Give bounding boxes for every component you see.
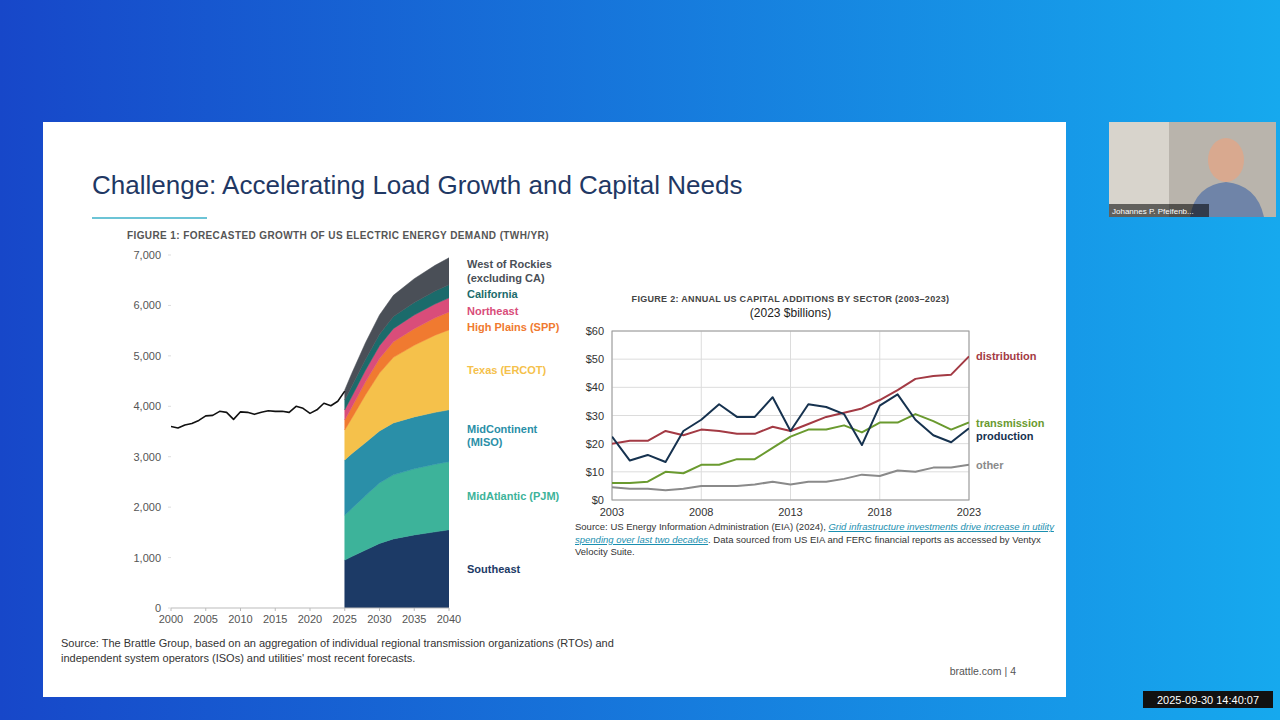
series-label: distribution — [976, 350, 1037, 362]
area-label: California — [467, 288, 519, 300]
x-tick — [344, 608, 345, 611]
title-rule — [92, 217, 207, 219]
y-tick-label: $60 — [586, 325, 604, 337]
series-label: transmission — [976, 417, 1045, 429]
presenter-name: Johannes P. Pfeifenb... — [1112, 207, 1194, 216]
x-tick-label: 2025 — [333, 613, 357, 625]
y-tick-label: 1,000 — [133, 552, 161, 564]
series-label: production — [976, 430, 1034, 442]
x-tick-label: 2023 — [957, 506, 981, 518]
video-wall — [1109, 122, 1169, 217]
x-tick — [275, 608, 276, 611]
y-tick-label: $10 — [586, 466, 604, 478]
x-tick — [205, 608, 206, 611]
grid-line — [790, 331, 791, 500]
chart-subtitle: (2023 $billions) — [750, 306, 831, 320]
y-tick-label: $0 — [592, 494, 604, 506]
y-tick-label: 4,000 — [133, 400, 161, 412]
y-tick-label: 2,000 — [133, 501, 161, 513]
series-line — [612, 465, 969, 490]
area-label: Northeast — [467, 305, 519, 317]
x-tick-label: 2035 — [402, 613, 426, 625]
x-tick-label: 2018 — [868, 506, 892, 518]
chart-title: FIGURE 1: FORECASTED GROWTH OF US ELECTR… — [127, 230, 549, 241]
chart-title: FIGURE 2: ANNUAL US CAPITAL ADDITIONS BY… — [632, 294, 950, 304]
x-tick — [379, 608, 380, 611]
background — [0, 0, 1280, 720]
x-tick — [449, 608, 450, 611]
video-head — [1208, 138, 1244, 182]
plot-2 — [612, 356, 969, 490]
label-line: MidContinent — [467, 423, 538, 435]
y-tick-label: $40 — [586, 381, 604, 393]
source-note: Source: US Energy Information Administra… — [575, 521, 1055, 559]
x-tick-label: 2008 — [689, 506, 713, 518]
y-tick — [168, 305, 171, 306]
y-tick — [168, 557, 171, 558]
y-tick — [168, 507, 171, 508]
x-tick-label: 2003 — [600, 506, 624, 518]
slide-title: Challenge: Accelerating Load Growth and … — [92, 170, 742, 200]
y-tick — [168, 456, 171, 457]
label-line: Northeast — [467, 305, 519, 317]
y-tick-label: $50 — [586, 353, 604, 365]
y-tick-label: 0 — [155, 602, 161, 614]
y-tick-label: 6,000 — [133, 299, 161, 311]
label-line: (excluding CA) — [467, 272, 545, 284]
y-tick-label: $20 — [586, 438, 604, 450]
x-tick-label: 2000 — [159, 613, 183, 625]
x-tick-label: 2005 — [194, 613, 218, 625]
label-line: Texas (ERCOT) — [467, 364, 547, 376]
label-line: West of Rockies — [467, 258, 552, 270]
grid-line — [879, 331, 880, 500]
footer: brattle.com | 4 — [950, 665, 1016, 677]
area-label: Southeast — [467, 563, 521, 575]
y-tick — [168, 255, 171, 256]
area-label: MidAtlantic (PJM) — [467, 490, 560, 502]
y-tick-label: $30 — [586, 410, 604, 422]
source-note: Source: The Brattle Group, based on an a… — [61, 636, 641, 666]
y-tick-label: 3,000 — [133, 451, 161, 463]
grid-line — [701, 331, 702, 500]
x-tick — [240, 608, 241, 611]
x-tick-label: 2015 — [263, 613, 287, 625]
video-tile — [1109, 122, 1276, 217]
series-line — [612, 394, 969, 462]
label-line: (MISO) — [467, 436, 503, 448]
history-line — [171, 391, 345, 428]
timestamp: 2025-09-30 14:40:07 — [1157, 694, 1259, 706]
x-tick — [414, 608, 415, 611]
stage: Challenge: Accelerating Load Growth and … — [0, 0, 1280, 720]
x-tick-label: 2020 — [298, 613, 322, 625]
area-label: High Plains (SPP) — [467, 321, 560, 333]
y-tick-label: 7,000 — [133, 249, 161, 261]
area-label: West of Rockies (excluding CA) — [467, 258, 552, 284]
x-tick-label: 2010 — [228, 613, 252, 625]
plot-1 — [171, 258, 449, 608]
area-label: Texas (ERCOT) — [467, 364, 547, 376]
y-tick — [168, 608, 171, 609]
series-label: other — [976, 459, 1004, 471]
label-line: High Plains (SPP) — [467, 321, 560, 333]
source-text: Source: US Energy Information Administra… — [575, 521, 828, 532]
area-label: MidContinent(MISO) — [467, 423, 538, 449]
y-tick — [168, 406, 171, 407]
x-tick-label: 2013 — [778, 506, 802, 518]
x-tick-label: 2030 — [367, 613, 391, 625]
y-tick — [168, 355, 171, 356]
timestamp-box — [1143, 691, 1273, 708]
y-tick-label: 5,000 — [133, 350, 161, 362]
slide — [43, 122, 1066, 697]
plot-frame — [612, 331, 969, 500]
label-line: California — [467, 288, 519, 300]
x-tick — [310, 608, 311, 611]
name-strip — [1109, 204, 1209, 217]
x-tick-label: 2040 — [437, 613, 461, 625]
area — [345, 258, 449, 400]
label-line: MidAtlantic (PJM) — [467, 490, 560, 502]
label-line: Southeast — [467, 563, 521, 575]
